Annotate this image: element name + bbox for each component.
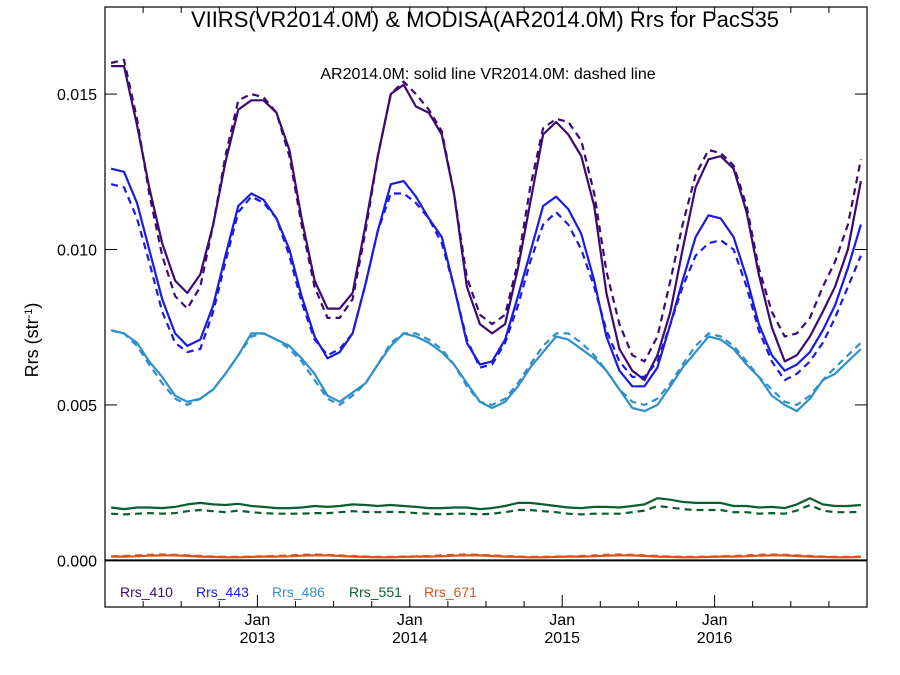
x-tick-label-month: Jan [397,612,423,629]
legend-entry-rrs-671: Rrs_671 [424,584,477,600]
y-axis-label-exponent: -1 [23,309,35,319]
series-rrs-486-dashed-line [110,329,862,406]
legend-entry-rrs-486: Rrs_486 [272,584,325,600]
chart-title: VIIRS(VR2014.0M) & MODISA(AR2014.0M) Rrs… [191,7,779,32]
series-rrs-410-dashed-line [110,58,862,363]
line-style-annotation: AR2014.0M: solid line VR2014.0M: dashed … [320,66,655,83]
x-tick-label-year: 2014 [392,630,428,647]
x-tick-label-year: 2015 [544,630,580,647]
series-rrs-486-solid-line [110,329,862,413]
series-rrs-443-solid-line [110,167,862,388]
y-axis-label: Rrs (str-1) [22,303,42,378]
x-tick-label-year: 2013 [240,630,276,647]
legend-entry-rrs-410: Rrs_410 [120,584,173,600]
plot-frame [104,6,868,608]
legend-entry-rrs-551: Rrs_551 [349,584,402,600]
y-tick-label: 0.005 [57,398,97,415]
y-axis-label-main: Rrs (str [22,318,42,377]
y-tick-label: 0.010 [57,242,97,259]
x-tick-label-month: Jan [549,612,575,629]
legend-entry-rrs-443: Rrs_443 [196,584,249,600]
plot-area: 0.0000.0050.0100.015Jan2013Jan2014Jan201… [57,7,867,647]
series-rrs-671-solid-line [111,554,861,559]
x-tick-label-month: Jan [245,612,271,629]
y-tick-label: 0.000 [57,553,97,570]
x-tick-label-month: Jan [702,612,728,629]
series-rrs-551-solid-line [110,497,861,511]
y-tick-label: 0.015 [57,87,97,104]
series-rrs-551-dashed-line [111,503,861,516]
y-axis-label-close: ) [22,303,42,309]
x-tick-label-year: 2016 [697,630,733,647]
series-rrs-410-solid-line [111,64,862,382]
series-rrs-443-dashed-line [110,183,862,382]
